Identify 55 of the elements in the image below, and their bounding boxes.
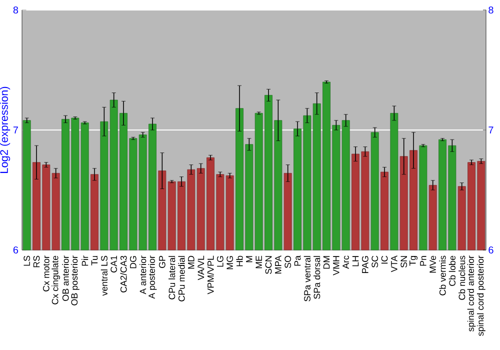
x-tick-label: MPA: [275, 255, 282, 274]
x-tick-label: SN: [400, 256, 408, 268]
x-tick-label: LS: [24, 256, 30, 266]
x-tick-label: Tg: [409, 256, 418, 266]
x-tick-label: CPu lateral: [168, 256, 176, 300]
y-tick-label: 7: [13, 126, 18, 134]
x-tick-label: MG: [226, 256, 234, 270]
x-tick-label: Cb nucleus: [458, 256, 466, 300]
x-tick-label: ME: [256, 256, 262, 268]
x-tick-label: SPa dorsal: [314, 256, 320, 299]
x-tick-label: Cb lobe: [448, 256, 456, 286]
x-tick-label: Hb: [236, 256, 243, 266]
x-tick-label: VPM/VPL: [207, 256, 214, 294]
x-tick-label: RS: [33, 256, 40, 268]
x-tick-label: Pa: [294, 255, 301, 266]
x-tick-label: DG: [130, 256, 136, 268]
x-tick-label: PAG: [362, 256, 368, 273]
x-tick-label: GP: [158, 256, 166, 268]
x-tick-label: CPu medial: [178, 256, 185, 302]
x-tick-label: M: [246, 256, 252, 262]
y2-tick-label: 7: [488, 126, 494, 134]
x-tick-label: LH: [352, 256, 359, 266]
x-tick-label: Pn: [420, 256, 426, 266]
x-tick-label: VA/VL: [198, 256, 204, 280]
x-tick-label: OB anterior: [62, 256, 69, 301]
x-tick-label: A anterior: [140, 256, 146, 294]
x-tick-label: OB posterior: [70, 256, 80, 306]
x-tick-label: LG: [216, 256, 224, 267]
x-tick-label: Arc: [342, 256, 349, 269]
x-tick-label: Cx cingulate: [52, 256, 60, 304]
x-tick-label: Cb vermis: [439, 256, 446, 296]
x-tick-label: Pir: [82, 256, 88, 266]
x-tick-label: SPa ventral: [304, 256, 310, 302]
x-tick-label: A posterior: [148, 256, 157, 299]
x-tick-label: IC: [381, 256, 388, 264]
y-axis-title: Log2 (expression): [0, 86, 10, 173]
x-tick-label: DM: [323, 256, 330, 269]
x-tick-label: MD: [188, 256, 194, 269]
x-tick-label: CA2/CA3: [120, 256, 127, 292]
x-tick-label: CA1: [110, 256, 118, 272]
y2-tick-label: 6: [488, 246, 494, 254]
x-tick-label: MVe: [430, 256, 436, 273]
x-tick-label: spinal cord posterior: [476, 256, 486, 336]
x-tick-label: SO: [284, 256, 292, 268]
x-tick-label: SC: [372, 256, 378, 268]
y-tick-label: 6: [13, 246, 18, 254]
x-tick-label: Cx motor: [42, 256, 50, 292]
x-tick-label: VMH: [333, 256, 340, 276]
x-tick-label: spinal cord anterior: [467, 256, 476, 332]
x-tick-label: VTA: [391, 255, 398, 272]
y-tick-label: 8: [13, 6, 18, 14]
x-tick-label: ventral LS: [100, 256, 108, 296]
x-tick-label: Tu: [91, 256, 98, 266]
x-tick-label: SCN: [265, 256, 272, 274]
y2-tick-label: 8: [488, 6, 494, 14]
